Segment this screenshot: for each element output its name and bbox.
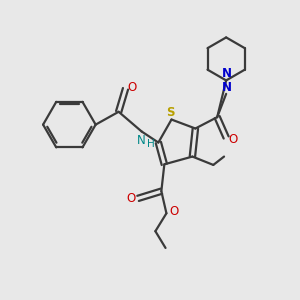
Text: S: S <box>166 106 175 119</box>
Text: H: H <box>147 139 154 149</box>
Text: O: O <box>128 81 137 94</box>
Text: N: N <box>222 81 232 94</box>
Text: N: N <box>137 134 146 147</box>
Text: O: O <box>127 193 136 206</box>
Text: O: O <box>228 133 237 146</box>
Text: N: N <box>222 67 232 80</box>
Text: O: O <box>169 205 178 218</box>
